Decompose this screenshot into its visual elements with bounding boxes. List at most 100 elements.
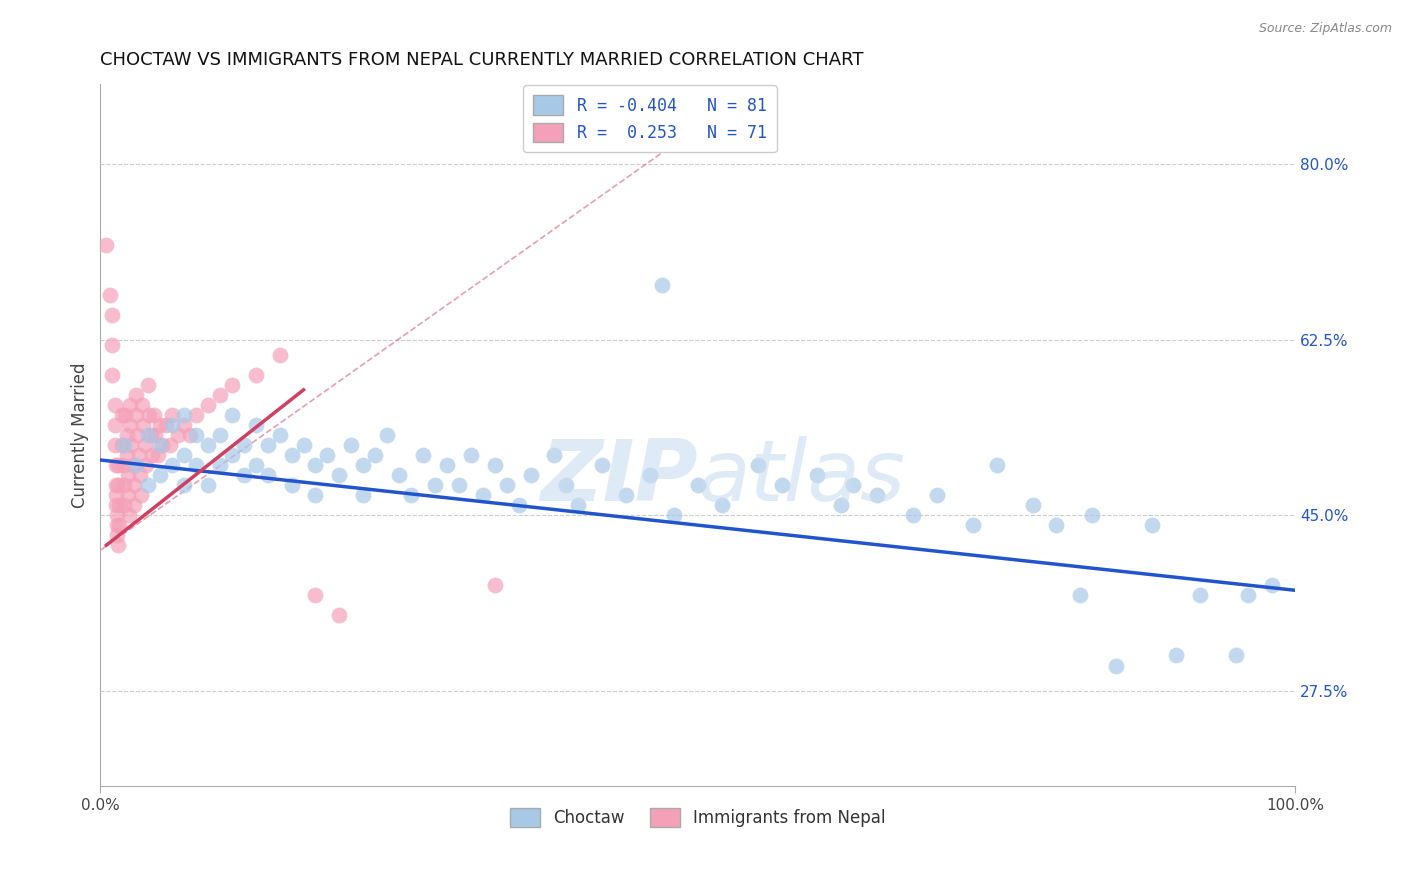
Point	[173, 448, 195, 462]
Point	[112, 498, 135, 512]
Point	[375, 428, 398, 442]
Point	[107, 458, 129, 472]
Point	[495, 478, 517, 492]
Point	[108, 498, 131, 512]
Point	[138, 408, 160, 422]
Point	[842, 478, 865, 492]
Point	[638, 468, 661, 483]
Point	[423, 478, 446, 492]
Point	[328, 608, 350, 623]
Point	[117, 468, 139, 483]
Point	[1081, 508, 1104, 523]
Point	[567, 498, 589, 512]
Point	[340, 438, 363, 452]
Point	[508, 498, 530, 512]
Point	[149, 417, 172, 432]
Point	[304, 458, 326, 472]
Point	[686, 478, 709, 492]
Point	[1225, 648, 1247, 663]
Point	[484, 458, 506, 472]
Point	[96, 237, 118, 252]
Point	[155, 417, 177, 432]
Point	[104, 398, 127, 412]
Point	[134, 438, 156, 452]
Point	[146, 448, 169, 462]
Point	[364, 448, 387, 462]
Point	[104, 488, 127, 502]
Point	[136, 377, 159, 392]
Point	[120, 417, 142, 432]
Point	[197, 398, 219, 412]
Point	[120, 398, 142, 412]
Point	[135, 458, 157, 472]
Point	[901, 508, 924, 523]
Point	[115, 428, 138, 442]
Point	[112, 478, 135, 492]
Point	[280, 448, 302, 462]
Point	[388, 468, 411, 483]
Point	[108, 518, 131, 533]
Point	[471, 488, 494, 502]
Point	[184, 428, 207, 442]
Point	[484, 578, 506, 592]
Point	[120, 438, 142, 452]
Point	[173, 478, 195, 492]
Point	[184, 408, 207, 422]
Legend: Choctaw, Immigrants from Nepal: Choctaw, Immigrants from Nepal	[503, 801, 893, 834]
Point	[112, 458, 135, 472]
Point	[519, 468, 541, 483]
Text: CHOCTAW VS IMMIGRANTS FROM NEPAL CURRENTLY MARRIED CORRELATION CHART: CHOCTAW VS IMMIGRANTS FROM NEPAL CURRENT…	[100, 51, 863, 69]
Text: atlas: atlas	[697, 435, 905, 518]
Point	[184, 458, 207, 472]
Point	[1236, 588, 1258, 602]
Point	[127, 428, 149, 442]
Point	[292, 438, 315, 452]
Point	[1021, 498, 1043, 512]
Text: Source: ZipAtlas.com: Source: ZipAtlas.com	[1258, 22, 1392, 36]
Point	[412, 448, 434, 462]
Point	[160, 408, 183, 422]
Point	[460, 448, 482, 462]
Point	[173, 417, 195, 432]
Point	[118, 508, 141, 523]
Point	[160, 417, 183, 432]
Point	[167, 428, 190, 442]
Point	[107, 538, 129, 552]
Point	[105, 518, 128, 533]
Point	[710, 498, 733, 512]
Point	[125, 388, 148, 402]
Point	[232, 438, 254, 452]
Point	[986, 458, 1008, 472]
Point	[101, 368, 124, 382]
Point	[447, 478, 470, 492]
Point	[245, 368, 267, 382]
Point	[245, 458, 267, 472]
Point	[159, 438, 181, 452]
Point	[104, 438, 127, 452]
Point	[136, 428, 159, 442]
Point	[1260, 578, 1282, 592]
Point	[328, 468, 350, 483]
Point	[129, 488, 152, 502]
Point	[141, 448, 163, 462]
Point	[256, 468, 278, 483]
Point	[121, 458, 143, 472]
Point	[770, 478, 793, 492]
Point	[1105, 658, 1128, 673]
Point	[316, 448, 339, 462]
Point	[830, 498, 852, 512]
Point	[208, 458, 231, 472]
Point	[614, 488, 637, 502]
Point	[104, 498, 127, 512]
Point	[197, 478, 219, 492]
Y-axis label: Currently Married: Currently Married	[72, 362, 89, 508]
Point	[173, 408, 195, 422]
Point	[806, 468, 828, 483]
Point	[208, 388, 231, 402]
Point	[131, 398, 153, 412]
Point	[269, 348, 291, 362]
Point	[1140, 518, 1163, 533]
Point	[139, 428, 162, 442]
Point	[105, 528, 128, 542]
Point	[352, 458, 374, 472]
